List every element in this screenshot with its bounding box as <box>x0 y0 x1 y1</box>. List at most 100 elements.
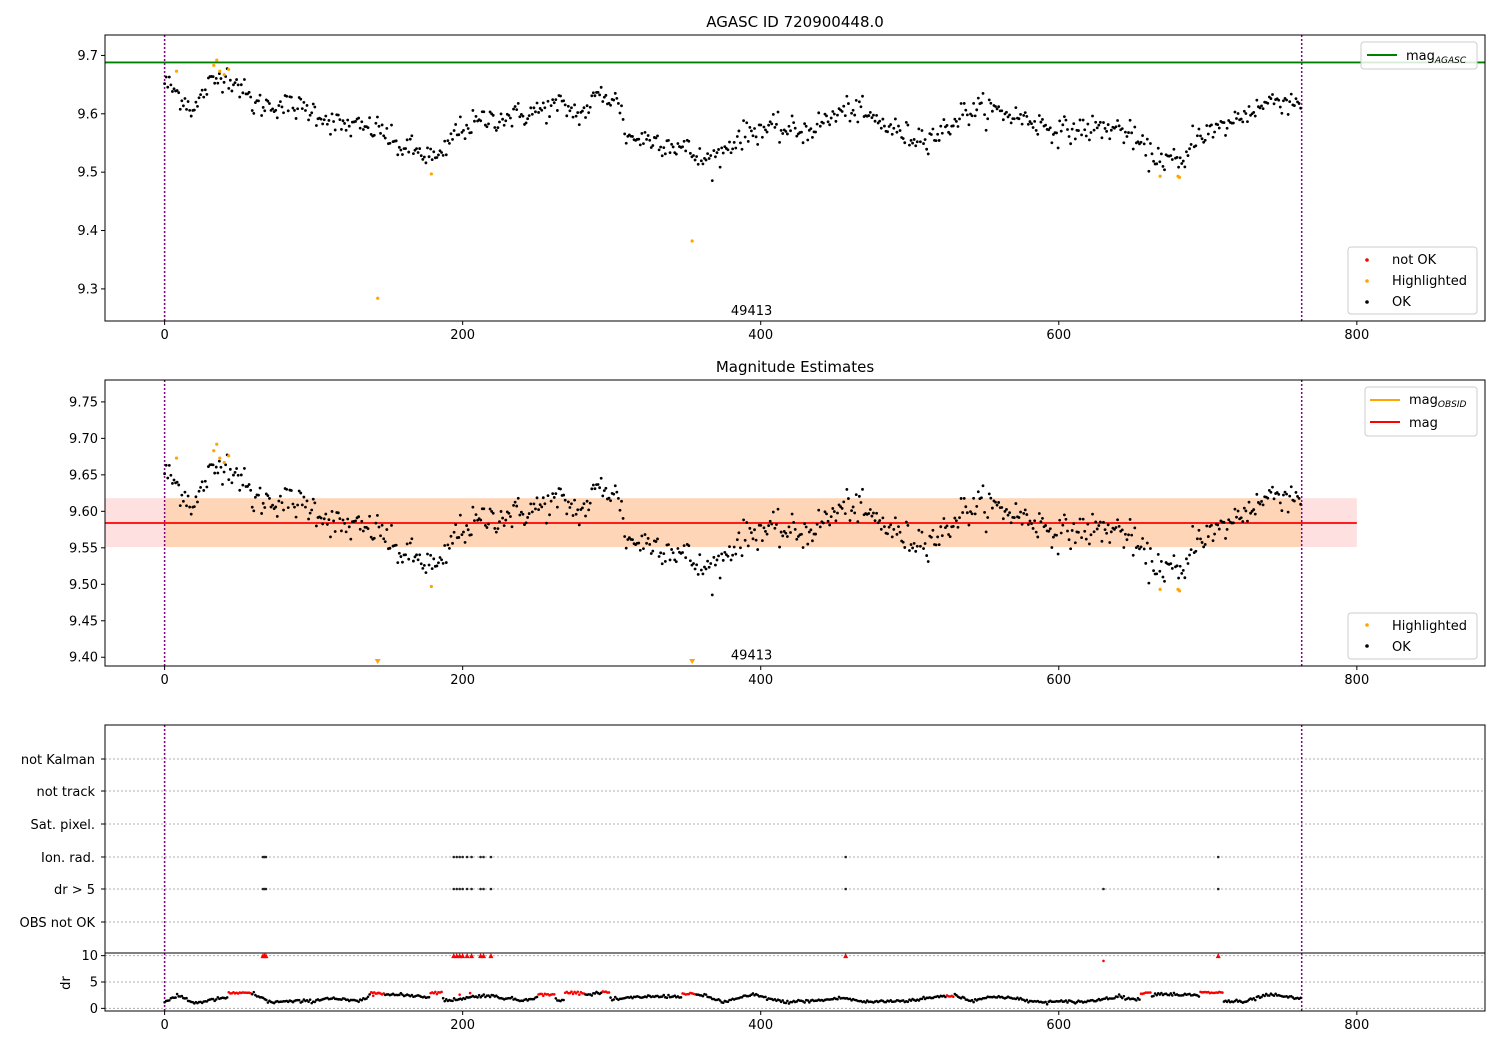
ok-point <box>341 119 345 123</box>
ok-point <box>1084 134 1088 138</box>
ok-point <box>893 117 897 121</box>
ok-point <box>953 117 957 121</box>
highlighted-point <box>212 63 216 67</box>
ok-point <box>751 134 755 138</box>
ok-point <box>1202 545 1206 549</box>
ok-point <box>1052 535 1055 539</box>
y-tick-label: 9.45 <box>69 614 98 629</box>
ok-point <box>282 111 285 115</box>
ok-point <box>418 553 422 557</box>
ok-point <box>1026 523 1030 526</box>
ok-point <box>504 119 508 123</box>
ok-point <box>699 568 703 572</box>
ok-point <box>857 494 861 498</box>
ok-point <box>775 523 778 526</box>
ok-point <box>247 90 251 94</box>
ok-point <box>483 524 487 527</box>
ok-point <box>308 113 312 117</box>
dr-clipped-marker <box>481 953 487 959</box>
panel-agasc-points <box>105 35 1485 321</box>
ok-point <box>529 502 533 506</box>
dr-point <box>962 996 966 1000</box>
ok-point <box>238 95 242 99</box>
ok-point <box>374 121 378 125</box>
ok-point <box>904 120 908 124</box>
ok-point <box>1056 552 1060 556</box>
ok-point <box>585 499 589 503</box>
ok-point <box>1189 548 1193 552</box>
ok-point <box>1048 527 1052 531</box>
ok-point <box>735 135 739 138</box>
flag-point <box>479 855 482 859</box>
y-tick-label: 9.40 <box>69 651 98 666</box>
ok-point <box>463 137 467 141</box>
ok-point <box>997 501 1001 504</box>
ok-point <box>1252 508 1256 511</box>
ok-point <box>1161 575 1165 579</box>
ok-point <box>559 94 562 98</box>
dr-point <box>174 996 177 999</box>
ok-point <box>959 102 963 105</box>
ok-point <box>923 542 927 545</box>
panel-dr: 0 200 400 600 800 0 5 10 dr <box>59 949 1486 1033</box>
ok-point <box>728 140 731 144</box>
ok-point <box>346 118 350 122</box>
ok-point <box>291 502 295 506</box>
ok-point <box>915 544 919 548</box>
dr-point <box>1117 993 1121 996</box>
ok-point <box>329 535 332 539</box>
ok-point <box>369 535 373 539</box>
flag-label-ion-rad: Ion. rad. <box>41 851 95 866</box>
ok-point <box>878 519 882 522</box>
ok-point <box>801 141 805 145</box>
ok-point <box>340 128 343 131</box>
panel-agasc-legend-points: not OK Highlighted OK <box>1347 246 1478 315</box>
dr-point <box>185 996 188 1000</box>
ok-point <box>164 75 168 79</box>
ok-point <box>934 139 938 143</box>
ok-point <box>246 485 249 488</box>
dr-point <box>721 1001 725 1005</box>
y-tick-label: 9.50 <box>69 578 98 593</box>
ok-point <box>1185 557 1188 561</box>
ok-point <box>937 139 941 142</box>
y-tick-label: 9.75 <box>69 395 98 410</box>
ok-point <box>1037 512 1041 515</box>
ok-point <box>1260 500 1263 503</box>
ok-point <box>498 120 501 124</box>
flag-point <box>465 887 469 891</box>
ok-point <box>698 553 702 557</box>
ok-point <box>510 124 514 128</box>
ok-point <box>188 505 192 509</box>
ok-point <box>676 547 680 550</box>
ok-point <box>872 511 875 515</box>
ok-point <box>1019 112 1022 116</box>
dr-point <box>920 997 924 1001</box>
ok-point <box>732 140 736 144</box>
ok-point <box>324 114 328 118</box>
ok-point <box>1233 507 1237 511</box>
ok-point <box>1155 162 1159 166</box>
ok-point <box>344 530 348 534</box>
ok-point <box>964 505 968 509</box>
ok-point <box>493 126 497 129</box>
ok-point <box>587 508 591 512</box>
ok-point <box>832 112 836 116</box>
ok-point <box>319 117 323 121</box>
ok-point <box>1136 140 1140 144</box>
panel-agasc-title: AGASC ID 720900448.0 <box>706 13 884 31</box>
ok-point <box>275 514 279 518</box>
ok-point <box>989 101 993 105</box>
ok-point <box>1022 114 1026 117</box>
ok-point <box>624 546 628 550</box>
ok-point <box>657 555 661 558</box>
ok-point <box>883 525 886 529</box>
ok-point <box>1109 128 1113 132</box>
ok-point <box>972 496 976 500</box>
ok-point <box>545 521 548 525</box>
ok-point <box>205 485 209 489</box>
dr-point <box>609 996 612 999</box>
ok-point <box>618 508 622 512</box>
ok-point <box>726 554 730 558</box>
ok-point <box>178 504 182 507</box>
